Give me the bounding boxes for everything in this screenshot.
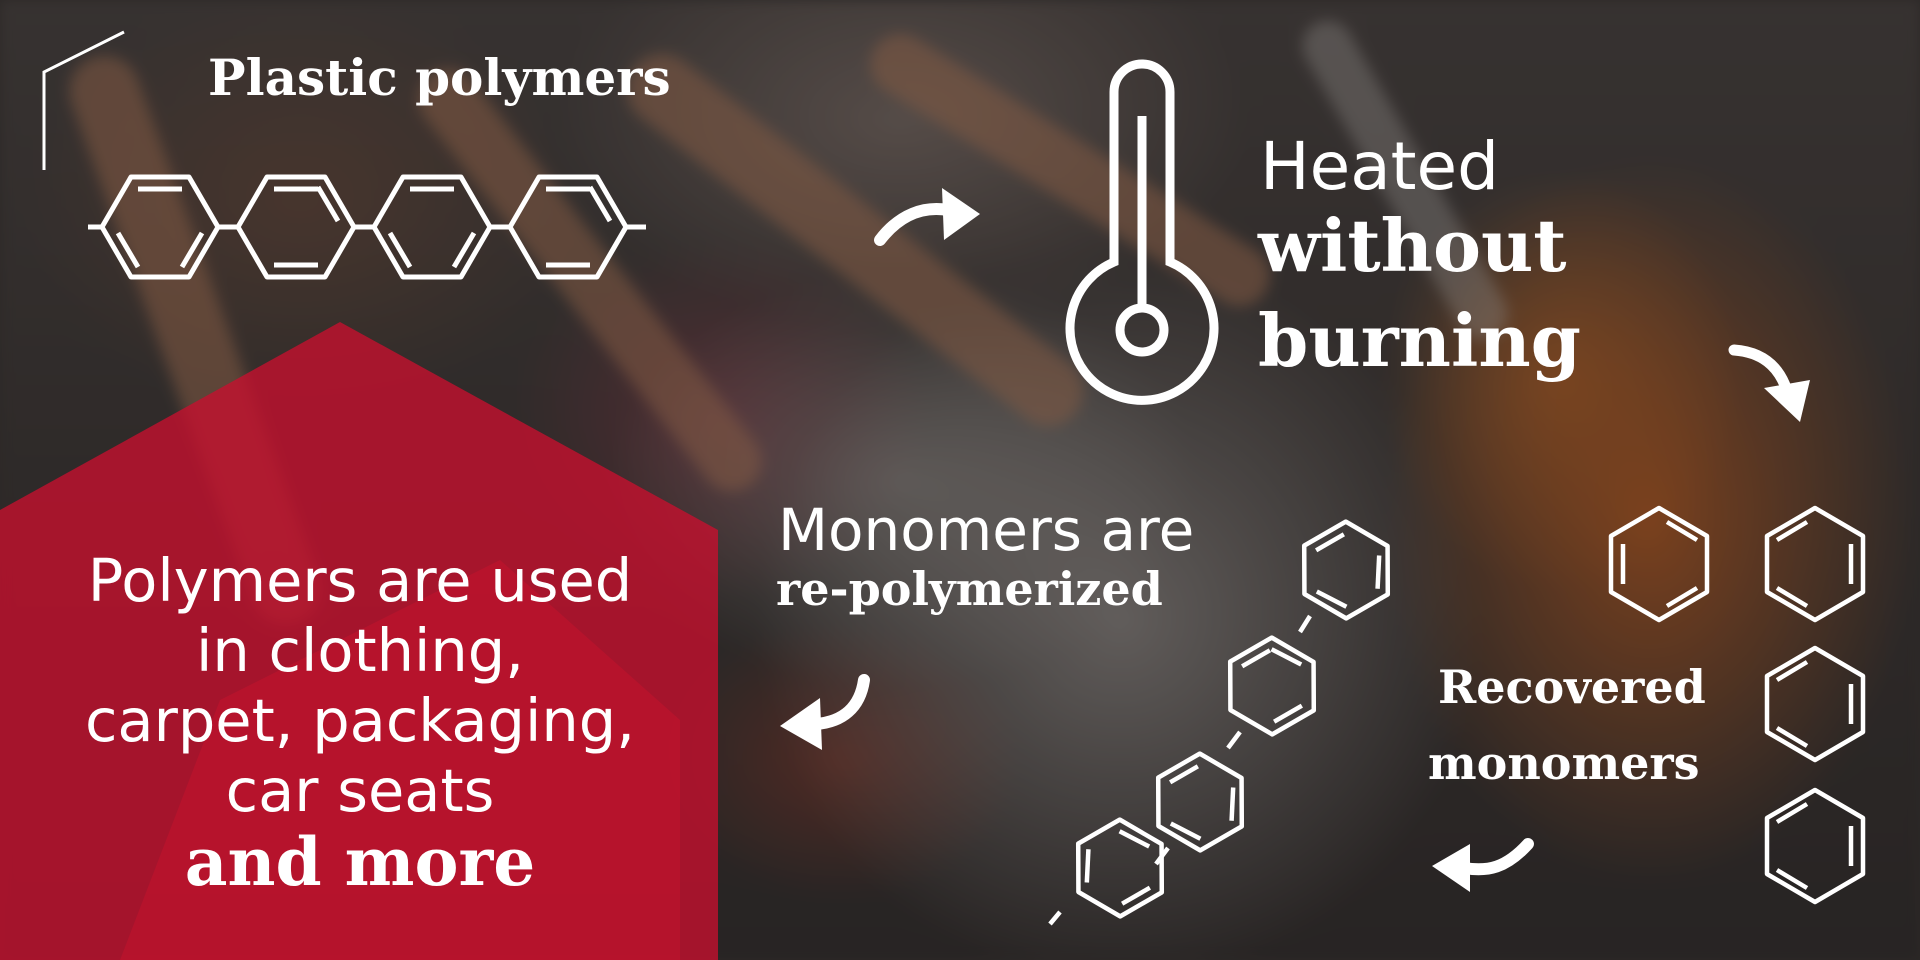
uses-line-4: car seats (225, 756, 495, 825)
polymer-uses-text: Polymers are used in clothing, carpet, p… (20, 546, 700, 898)
corner-line-decoration (42, 30, 125, 170)
without-label: without (1258, 203, 1567, 288)
plastic-polymers-title: Plastic polymers (208, 48, 671, 107)
uses-line-3: carpet, packaging, (84, 686, 635, 755)
red-hexagon-panel (0, 322, 718, 960)
benzene-ring-icon (1608, 505, 1866, 905)
curved-arrow-left-icon (780, 674, 870, 750)
uses-line-1: Polymers are used (87, 546, 633, 615)
benzene-chain-icon (88, 174, 646, 280)
curved-arrow-down-icon (1728, 344, 1810, 422)
heated-label: Heated (1260, 128, 1500, 205)
thermometer-icon (1065, 59, 1219, 405)
uses-line-5: and more (184, 823, 536, 901)
curved-arrow-left-icon (1432, 838, 1534, 892)
monomers-are-label: Monomers are (778, 496, 1195, 564)
uses-line-2: in clothing, (196, 616, 524, 685)
benzene-chain-diagonal-icon (1048, 519, 1391, 926)
burning-label: burning (1258, 298, 1582, 383)
curved-arrow-right-icon (874, 188, 980, 246)
monomers-label: monomers (1428, 736, 1700, 790)
recovered-label: Recovered (1438, 660, 1706, 714)
re-polymerized-label: re-polymerized (776, 562, 1163, 616)
